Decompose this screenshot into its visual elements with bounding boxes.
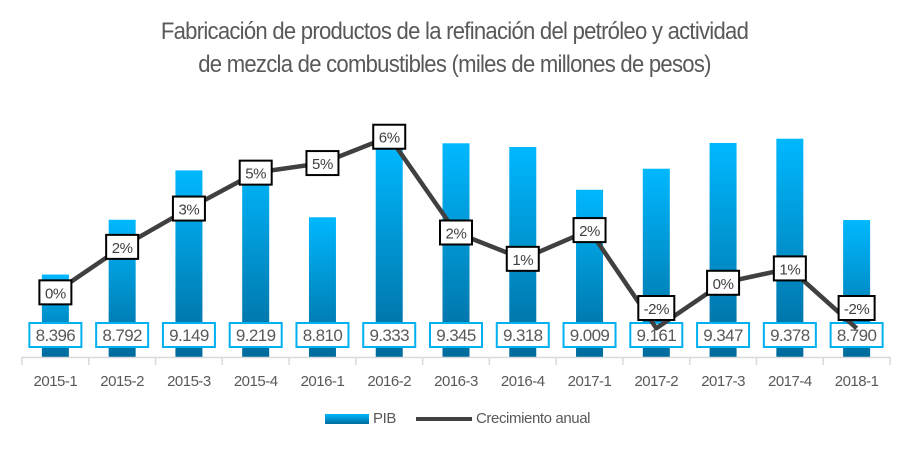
growth-label-box: [505, 245, 540, 272]
x-tick-label: 2017-4: [768, 373, 812, 390]
growth-label-box: [238, 159, 273, 186]
growth-label: 2%: [112, 240, 133, 257]
bar-value-label-box: [696, 322, 751, 348]
growth-label: 1%: [779, 261, 800, 278]
growth-label: 0%: [713, 276, 734, 293]
growth-label: 1%: [512, 252, 533, 269]
growth-label-box: [372, 123, 407, 150]
bar-value-label: 9.149: [169, 326, 209, 345]
growth-label-box: [171, 195, 206, 222]
chart-title-line-1: Fabricación de productos de la refinació…: [160, 18, 749, 45]
bar-value-label-box: [429, 322, 483, 348]
x-tick-label: 2015-4: [234, 373, 278, 390]
bar-value-label-box: [295, 322, 350, 348]
legend-label-pib: PIB: [373, 410, 396, 427]
growth-label: 5%: [245, 166, 266, 183]
growth-label-box: [772, 255, 807, 282]
chart-title-line-2: de mezcla de combustibles (miles de mill…: [198, 51, 711, 78]
bar-value-label: 8.792: [102, 326, 142, 345]
x-tick-label: 2016-1: [301, 373, 345, 390]
growth-label-box: [637, 295, 676, 321]
bar-value-label-box: [362, 322, 417, 348]
growth-label: 2%: [579, 223, 600, 240]
growth-label: 2%: [446, 226, 467, 243]
bar-2017-4: [776, 138, 804, 357]
bar-value-label: 8.790: [837, 326, 877, 345]
bar-value-label-box: [495, 322, 550, 348]
x-tick-label: 2018-1: [835, 373, 879, 390]
x-tick-label: 2015-3: [167, 373, 211, 390]
growth-label-box: [572, 217, 607, 244]
bar-value-label-box: [762, 322, 817, 348]
x-tick-label: 2016-4: [501, 373, 545, 390]
legend-swatch-pib: [325, 413, 369, 424]
bar-value-label: 8.396: [36, 326, 76, 345]
bar-value-label: 9.009: [570, 326, 610, 345]
x-tick-label: 2017-2: [634, 373, 678, 390]
growth-label: 0%: [45, 285, 66, 302]
bar-value-label: 9.161: [637, 326, 677, 345]
legend-label-growth: Crecimiento anual: [475, 410, 591, 427]
growth-label-box: [305, 150, 340, 177]
x-tick-label: 2016-3: [434, 373, 478, 390]
growth-label-box: [439, 219, 473, 246]
bar-value-label: 9.219: [236, 326, 276, 345]
bar-2017-3: [709, 142, 737, 357]
bar-2016-3: [442, 143, 470, 357]
growth-label: -2%: [844, 301, 870, 318]
bar-value-label: 8.810: [303, 326, 343, 345]
bar-value-label: 9.378: [770, 326, 810, 345]
x-tick-label: 2015-2: [100, 373, 144, 390]
bar-value-label-box: [228, 322, 283, 348]
bar-value-label-box: [28, 322, 83, 348]
growth-label-box: [706, 269, 741, 296]
bar-value-label: 9.347: [703, 326, 743, 345]
x-tick-label: 2016-2: [367, 373, 411, 390]
x-tick-label: 2017-1: [568, 373, 612, 390]
growth-label: -2%: [644, 301, 670, 318]
bar-value-label: 9.333: [369, 326, 409, 345]
x-tick-label: 2017-3: [701, 373, 745, 390]
growth-label-box: [837, 295, 876, 321]
growth-label: 6%: [379, 130, 400, 147]
growth-label: 5%: [312, 156, 333, 173]
growth-label-box: [105, 233, 140, 260]
growth-label-box: [38, 279, 73, 306]
bar-value-label: 9.318: [503, 326, 543, 345]
legend: PIB Crecimiento anual: [325, 410, 590, 427]
x-tick-label: 2015-1: [34, 373, 78, 390]
bar-value-label-box: [161, 322, 216, 348]
bar-value-label-box: [562, 322, 617, 348]
growth-label: 3%: [178, 202, 199, 219]
bar-value-label-box: [95, 322, 150, 348]
legend-swatch-growth: [415, 416, 472, 421]
bar-value-label: 9.345: [436, 326, 476, 345]
bar-2016-2: [375, 144, 403, 357]
